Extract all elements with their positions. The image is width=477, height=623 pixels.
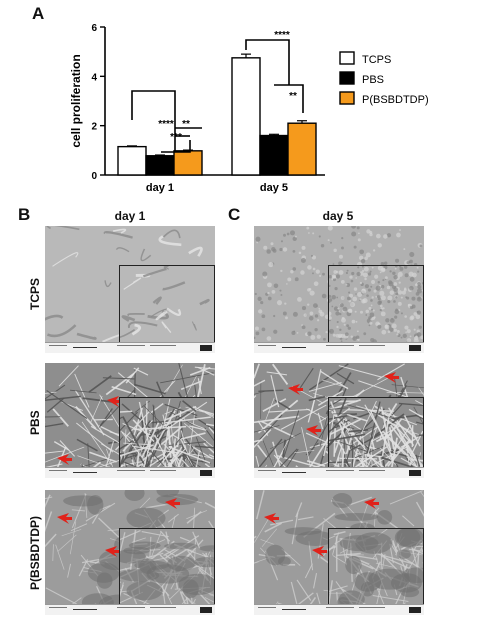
instrument-logo (200, 470, 212, 476)
sem-info-bar (45, 604, 215, 615)
y-tick-label-1: 2 (91, 122, 97, 133)
instrument-logo (409, 607, 421, 613)
red-arrow-marker (107, 396, 122, 407)
sem-pbsbdtdp-day5 (254, 490, 424, 615)
column-title-day5: day 5 (322, 209, 354, 223)
sem-info-bar (45, 467, 215, 478)
sem-zoom-inset (328, 528, 424, 605)
column-title-day1: day 1 (114, 209, 146, 223)
sem-info-bar (45, 342, 215, 353)
y-axis-label: cell proliferation (69, 54, 83, 147)
sem-info-bar (254, 342, 424, 353)
sem-tcps-day1 (45, 226, 215, 353)
red-arrow-marker (105, 546, 120, 557)
sig-label-4: ** (289, 91, 297, 102)
y-tick-label-0: 0 (91, 171, 97, 182)
x-tick-label-1: day 5 (260, 182, 288, 194)
sig-label-1: ** (182, 119, 190, 130)
instrument-logo (409, 470, 421, 476)
instrument-logo (409, 345, 421, 351)
red-arrow-marker (306, 425, 321, 436)
red-arrow-marker (264, 513, 279, 524)
bar-p-bsbdtdp--day-1 (173, 150, 203, 176)
sem-zoom-inset (328, 265, 424, 343)
red-arrow-marker (57, 454, 72, 465)
legend-label-0: TCPS (362, 54, 391, 66)
sig-bracket-day1-main (131, 90, 176, 152)
sem-info-bar (254, 604, 424, 615)
y-tick-label-2: 4 (91, 72, 97, 83)
red-arrow-marker (312, 546, 327, 557)
bar-tcps-day-1 (117, 145, 147, 176)
bar-p-bsbdtdp--day-5 (287, 122, 317, 176)
scale-bar (282, 472, 306, 473)
sem-info-bar (254, 467, 424, 478)
sig-label-2: *** (170, 132, 182, 143)
bar-tcps-day-5 (231, 57, 261, 176)
scale-bar (73, 472, 97, 473)
sig-label-3: **** (274, 30, 290, 41)
sem-pbsbdtdp-day1 (45, 490, 215, 615)
legend-swatch-1 (339, 71, 355, 85)
sig-label-0: **** (158, 119, 174, 130)
row-label-pbs: PBS (28, 410, 42, 435)
sem-pbs-day5 (254, 363, 424, 478)
instrument-logo (200, 607, 212, 613)
sig-bracket-day5-pair (274, 84, 304, 113)
red-arrow-marker (165, 498, 180, 509)
sig-bracket-day1-pair (161, 140, 191, 153)
legend-swatch-2 (339, 91, 355, 105)
x-tick-label-0: day 1 (146, 182, 174, 194)
row-label-tcps: TCPS (28, 277, 42, 310)
sem-zoom-inset (119, 397, 215, 468)
panel-label-a: A (32, 4, 45, 23)
red-arrow-marker (288, 384, 303, 395)
row-label-pbsbdtdp: P(BSBDTDP) (28, 516, 42, 590)
legend-swatch-0 (339, 51, 355, 65)
sem-pbs-day1 (45, 363, 215, 478)
scale-bar (282, 347, 306, 348)
red-arrow-marker (384, 372, 399, 383)
sig-bracket-day5-main (245, 39, 290, 85)
red-arrow-marker (364, 498, 379, 509)
panel-label-c: C (228, 205, 241, 224)
panel-label-b: B (18, 205, 31, 224)
y-tick-label-3: 6 (91, 23, 97, 34)
instrument-logo (200, 345, 212, 351)
scale-bar (73, 609, 97, 610)
sem-zoom-inset (328, 397, 424, 468)
legend-label-2: P(BSBDTDP) (362, 94, 429, 106)
sem-zoom-inset (119, 265, 215, 343)
bar-pbs-day-1 (145, 155, 175, 176)
sem-zoom-inset (119, 528, 215, 605)
scale-bar (282, 609, 306, 610)
legend-label-1: PBS (362, 74, 384, 86)
scale-bar (73, 347, 97, 348)
red-arrow-marker (57, 513, 72, 524)
sem-tcps-day5 (254, 226, 424, 353)
bar-pbs-day-5 (259, 134, 289, 176)
